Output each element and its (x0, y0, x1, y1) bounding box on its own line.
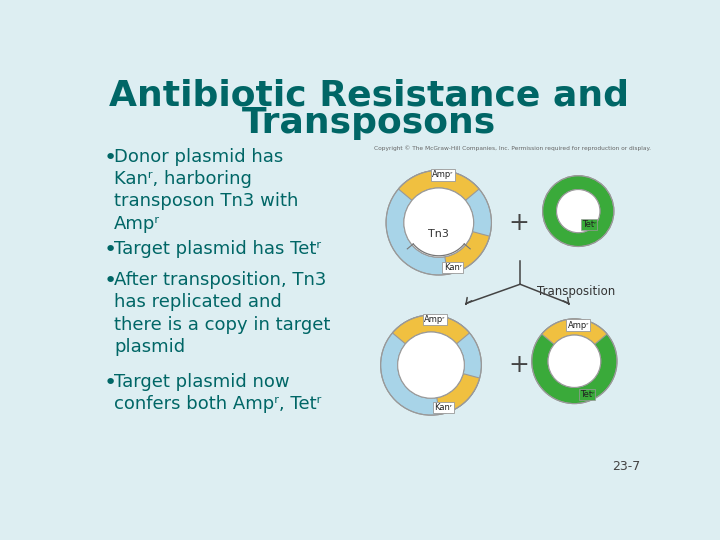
Text: •: • (103, 148, 117, 168)
Circle shape (381, 315, 482, 415)
Text: Transposition: Transposition (537, 286, 616, 299)
Circle shape (397, 332, 464, 398)
Polygon shape (392, 315, 469, 344)
Circle shape (543, 176, 614, 247)
Text: Kanʳ: Kanʳ (434, 403, 452, 412)
Circle shape (404, 188, 474, 257)
Circle shape (397, 332, 464, 398)
Circle shape (548, 335, 600, 387)
Circle shape (557, 190, 600, 233)
Text: Donor plasmid has
Kanʳ, harboring
transposon Tn3 with
Ampʳ: Donor plasmid has Kanʳ, harboring transp… (114, 148, 298, 233)
Circle shape (557, 190, 600, 233)
Text: Tetʳ: Tetʳ (580, 390, 594, 399)
Polygon shape (398, 170, 479, 200)
Text: Antibiotic Resistance and: Antibiotic Resistance and (109, 79, 629, 113)
Text: •: • (103, 240, 117, 260)
Text: •: • (103, 271, 117, 291)
Text: Tetʳ: Tetʳ (582, 220, 596, 230)
Polygon shape (445, 232, 490, 274)
Circle shape (548, 335, 600, 387)
Text: Ampʳ: Ampʳ (424, 315, 446, 324)
Circle shape (404, 188, 474, 257)
Text: Ampʳ: Ampʳ (567, 321, 589, 329)
Text: Transposons: Transposons (242, 106, 496, 140)
Text: Tn3: Tn3 (428, 229, 449, 239)
Text: +: + (508, 353, 529, 377)
Text: Kanʳ: Kanʳ (444, 263, 462, 272)
Text: Target plasmid now
confers both Ampʳ, Tetʳ: Target plasmid now confers both Ampʳ, Te… (114, 373, 321, 413)
Polygon shape (541, 319, 607, 345)
Text: +: + (508, 211, 529, 235)
Text: Target plasmid has Tetʳ: Target plasmid has Tetʳ (114, 240, 321, 258)
Text: •: • (103, 373, 117, 393)
Polygon shape (437, 374, 480, 414)
Circle shape (386, 170, 492, 275)
Text: Copyright © The McGraw-Hill Companies, Inc. Permission required for reproduction: Copyright © The McGraw-Hill Companies, I… (374, 145, 651, 151)
Text: After transposition, Tn3
has replicated and
there is a copy in target
plasmid: After transposition, Tn3 has replicated … (114, 271, 330, 356)
Text: Ampʳ: Ampʳ (432, 171, 454, 179)
Circle shape (532, 319, 617, 403)
Text: 23-7: 23-7 (612, 460, 640, 473)
